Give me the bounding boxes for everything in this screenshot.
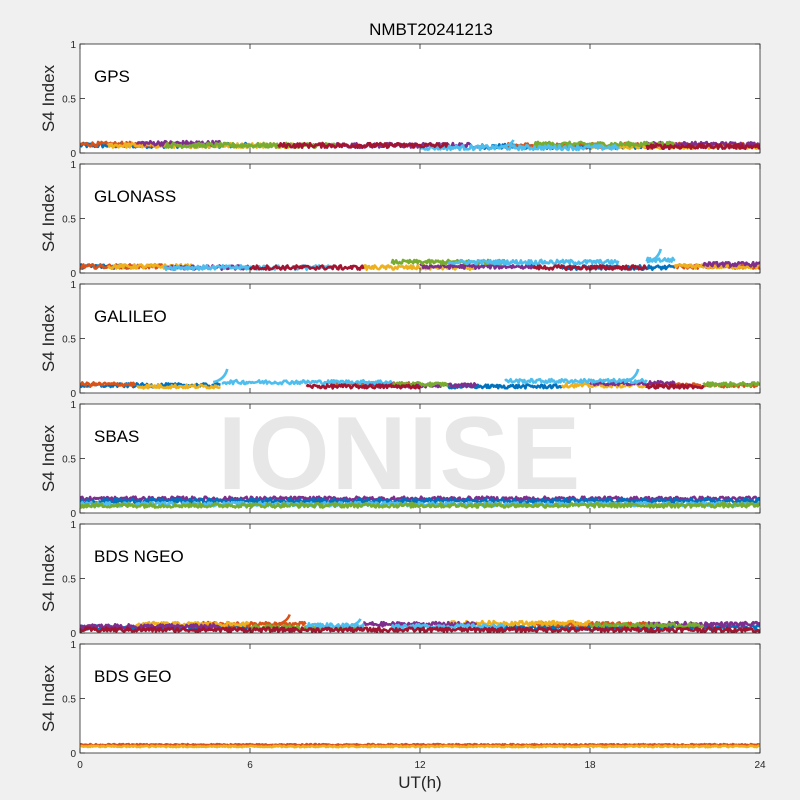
y-axis-label: S4 Index <box>39 184 58 252</box>
series-line <box>390 623 506 630</box>
y-tick-label: 0.5 <box>62 215 76 226</box>
series-line <box>277 141 449 149</box>
x-tick-label: 12 <box>414 760 426 771</box>
series-line <box>702 381 760 388</box>
series-spike <box>623 368 640 384</box>
y-tick-label: 0.5 <box>62 455 76 466</box>
series-line <box>163 264 337 271</box>
y-tick-label: 0.5 <box>62 95 76 106</box>
series-line <box>645 383 705 390</box>
plot-area <box>80 524 760 633</box>
series-line <box>588 621 705 629</box>
y-tick-label: 1 <box>70 160 76 171</box>
y-axis-label: S4 Index <box>39 424 58 492</box>
y-axis-label: S4 Index <box>39 304 58 372</box>
y-axis-label: S4 Index <box>39 664 58 732</box>
y-tick-label: 1 <box>70 640 76 651</box>
y-tick-label: 1 <box>70 520 76 531</box>
series-line <box>80 501 760 509</box>
plot-area <box>80 284 760 393</box>
series-line <box>80 744 760 749</box>
y-tick-label: 1 <box>70 400 76 411</box>
y-tick-label: 0 <box>70 269 76 280</box>
panel-glonass: 0 0.5 1 S4 Index GLONASS <box>39 160 761 280</box>
panel-label: BDS NGEO <box>94 547 184 566</box>
y-tick-label: 0 <box>70 389 76 400</box>
series-line <box>248 264 365 271</box>
data-group <box>80 368 760 390</box>
plot-area <box>80 164 760 273</box>
series-line <box>80 381 137 388</box>
y-tick-label: 0.5 <box>62 575 76 586</box>
series-spike <box>499 139 515 149</box>
series-line <box>136 383 221 390</box>
plot-area <box>80 404 760 513</box>
series-spike <box>275 613 291 626</box>
x-tick-label: 18 <box>584 760 596 771</box>
panel-sbas: 0 0.5 1 S4 Index SBAS <box>39 400 761 520</box>
series-line <box>504 377 648 385</box>
panel-label: GALILEO <box>94 307 167 326</box>
y-axis-label: S4 Index <box>39 544 58 612</box>
series-spike <box>212 368 229 384</box>
y-tick-label: 1 <box>70 280 76 291</box>
plot-area <box>80 44 760 153</box>
plot-area <box>80 644 760 753</box>
y-tick-label: 1 <box>70 40 76 51</box>
y-tick-label: 0 <box>70 509 76 520</box>
y-tick-label: 0 <box>70 749 76 760</box>
series-line <box>390 258 507 266</box>
y-tick-label: 0.5 <box>62 335 76 346</box>
data-group <box>80 139 760 152</box>
y-tick-label: 0.5 <box>62 695 76 706</box>
panel-label: GLONASS <box>94 187 176 206</box>
series-spike <box>346 618 362 628</box>
series-line <box>645 142 760 151</box>
y-axis-label: S4 Index <box>39 64 58 132</box>
x-axis-label: UT(h) <box>398 773 441 792</box>
data-group <box>80 742 760 749</box>
y-tick-label: 0 <box>70 149 76 160</box>
series-line <box>419 263 535 270</box>
series-line <box>702 260 760 268</box>
x-tick-label: 6 <box>247 760 253 771</box>
series-line <box>80 495 760 503</box>
panel-galileo: 0 0.5 1 S4 Index GALILEO <box>39 280 761 400</box>
panel-label: GPS <box>94 67 130 86</box>
data-group <box>80 495 760 509</box>
series-line <box>447 258 620 266</box>
figure-title: NMBT20241213 <box>369 20 493 39</box>
panel-label: BDS GEO <box>94 667 171 686</box>
series-line <box>419 143 620 152</box>
series-line <box>221 378 393 386</box>
panel-bds-geo: 0 0.5 1 S4 Index BDS GEO 0 6 12 18 24 <box>39 640 766 771</box>
series-line <box>391 381 449 388</box>
series-spike <box>646 248 663 264</box>
x-tick-label: 24 <box>754 760 766 771</box>
panel-gps: 0 0.5 1 S4 Index GPS <box>39 40 761 160</box>
y-tick-label: 0 <box>70 629 76 640</box>
series-line <box>305 383 422 390</box>
panel-label: SBAS <box>94 427 139 446</box>
x-tick-label: 0 <box>77 760 83 771</box>
panel-bds-ngeo: 0 0.5 1 S4 Index BDS NGEO <box>39 520 761 640</box>
